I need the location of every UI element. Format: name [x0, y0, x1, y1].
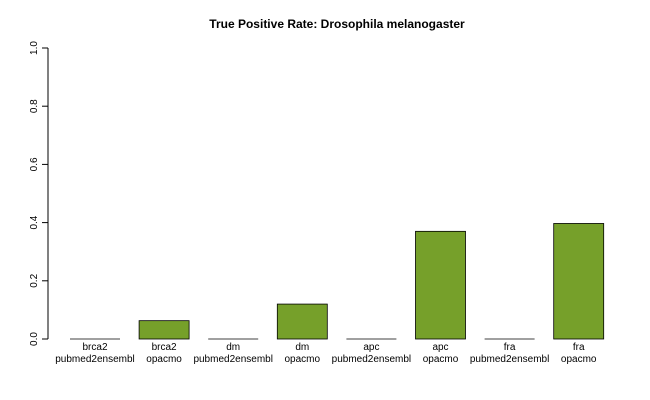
category-label: dm	[295, 342, 309, 353]
category-label: opacmo	[561, 354, 597, 365]
y-tick-label: 1.0	[29, 41, 40, 55]
y-axis: 0.0 0.2 0.4 0.6 0.8 1.0	[29, 41, 49, 346]
category-label: opacmo	[423, 354, 459, 365]
category-label: pubmed2ensembl	[332, 354, 412, 365]
category-label: opacmo	[285, 354, 321, 365]
category-label: pubmed2ensembl	[470, 354, 550, 365]
bar	[553, 223, 605, 340]
x-axis-labels: brca2pubmed2ensemblbrca2opacmodmpubmed2e…	[55, 342, 597, 365]
category-label: brca2	[152, 342, 177, 353]
y-tick-label: 0.2	[29, 273, 40, 287]
category-label: fra	[504, 342, 516, 353]
bars	[70, 223, 605, 340]
category-label: apc	[432, 342, 448, 353]
y-tick-label: 0.0	[29, 332, 40, 346]
chart-title: True Positive Rate: Drosophila melanogas…	[209, 17, 465, 31]
bar	[276, 303, 328, 340]
category-label: apc	[363, 342, 379, 353]
category-label: brca2	[82, 342, 107, 353]
bar	[415, 230, 466, 340]
category-label: pubmed2ensembl	[55, 354, 135, 365]
category-label: opacmo	[146, 354, 182, 365]
category-label: pubmed2ensembl	[193, 354, 273, 365]
y-tick-label: 0.4	[29, 215, 40, 229]
bar	[138, 320, 190, 340]
y-tick-label: 0.6	[29, 157, 40, 171]
category-label: dm	[226, 342, 240, 353]
y-tick-label: 0.8	[29, 99, 40, 113]
category-label: fra	[573, 342, 585, 353]
